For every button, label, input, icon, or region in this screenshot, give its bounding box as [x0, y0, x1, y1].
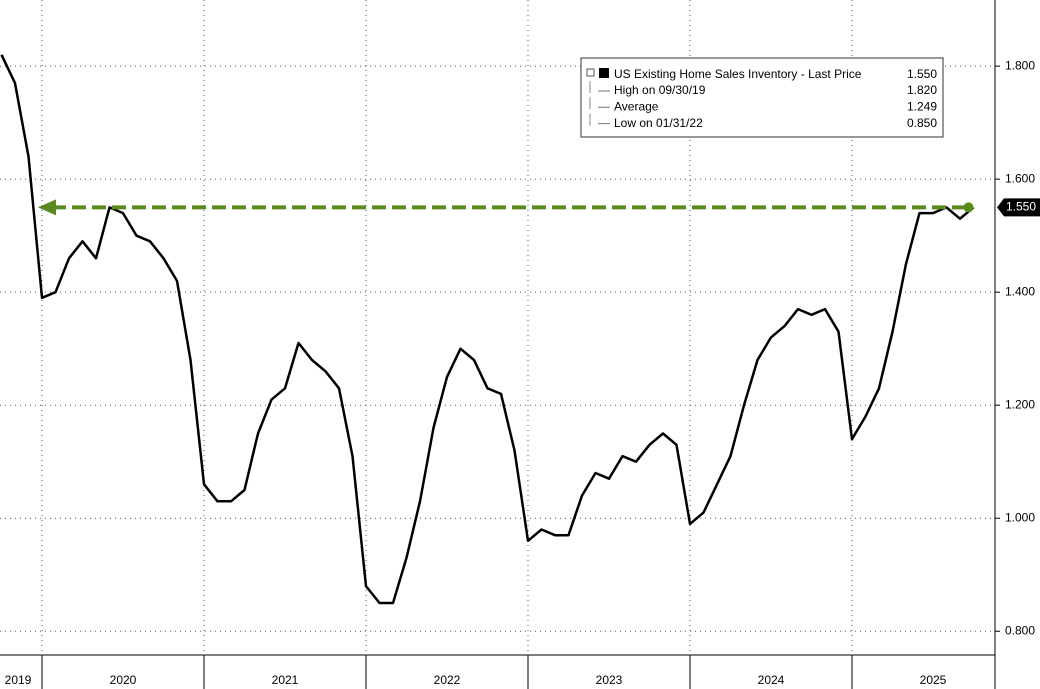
- last-price-label: 1.550: [1006, 200, 1036, 214]
- y-tick-label: 1.600: [1005, 171, 1035, 185]
- x-tick-label: 2024: [758, 673, 785, 687]
- x-tick-label: 2021: [272, 673, 299, 687]
- legend-series-name: US Existing Home Sales Inventory - Last …: [614, 67, 862, 81]
- x-tick-label: 2019: [5, 673, 32, 687]
- legend-stat-value: 0.850: [907, 116, 937, 130]
- line-series: [0, 54, 975, 605]
- legend-box: [580, 57, 944, 138]
- legend: US Existing Home Sales Inventory - Last …: [580, 57, 944, 138]
- x-tick-label: 2025: [920, 673, 947, 687]
- y-tick-label: 0.800: [1005, 623, 1035, 637]
- x-tick-label: 2023: [596, 673, 623, 687]
- legend-stat-value: 1.249: [907, 99, 937, 113]
- last-price-arrow: [38, 199, 56, 216]
- y-tick-label: 1.400: [1005, 284, 1035, 298]
- legend-stat-name: High on 09/30/19: [614, 83, 706, 97]
- legend-stat-value: 1.820: [907, 83, 937, 97]
- legend-swatch: [599, 68, 609, 78]
- legend-stat-name: Low on 01/31/22: [614, 116, 703, 130]
- last-price-dot: [963, 202, 974, 213]
- legend-last-value: 1.550: [907, 67, 937, 81]
- x-tick-label: 2022: [434, 673, 461, 687]
- legend-stat-name: Average: [614, 99, 659, 113]
- y-tick-label: 1.800: [1005, 58, 1035, 72]
- last-price-tag: [997, 198, 1040, 217]
- x-tick-label: 2020: [110, 673, 137, 687]
- legend-toggle: [586, 68, 595, 77]
- y-tick-label: 1.000: [1005, 510, 1035, 524]
- y-tick-label: 1.200: [1005, 397, 1035, 411]
